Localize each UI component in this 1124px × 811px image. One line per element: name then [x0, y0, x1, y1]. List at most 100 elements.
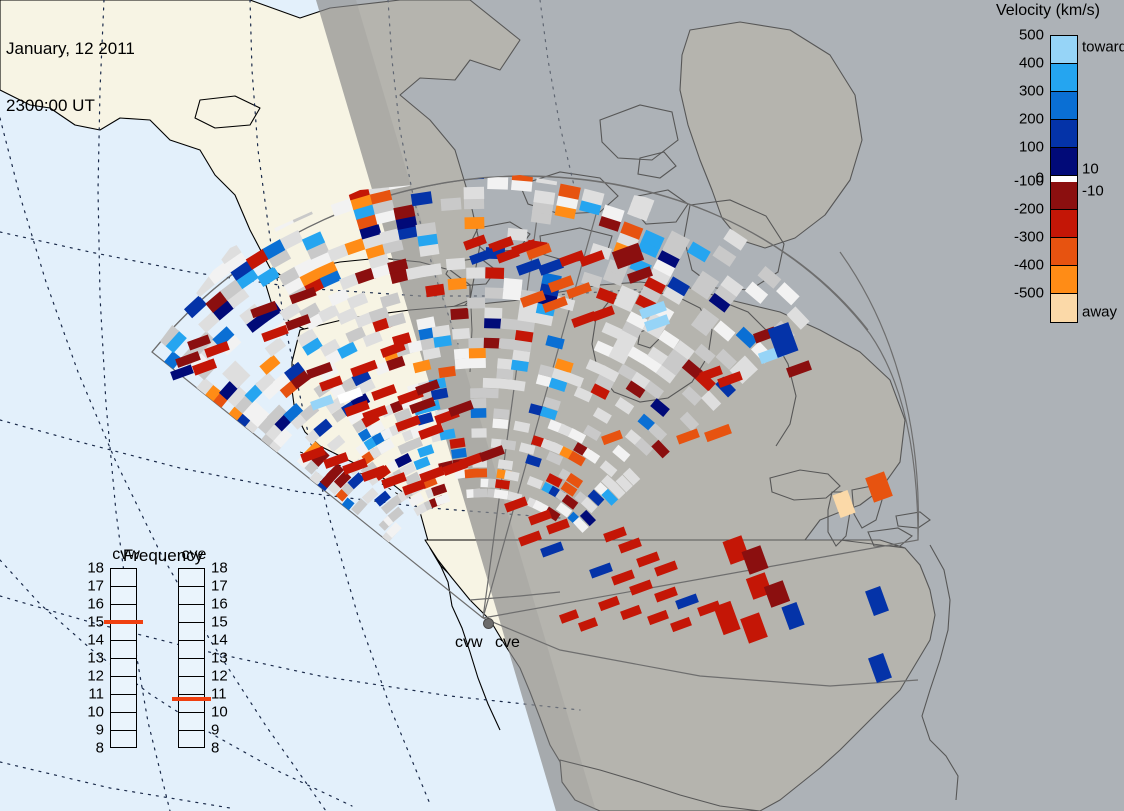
scatter-cell [425, 283, 445, 298]
scatter-cell [405, 437, 424, 452]
scatter-cell [673, 340, 695, 360]
scatter-cell [496, 368, 514, 380]
scatter-cell [410, 191, 433, 207]
scatter-cell [164, 330, 187, 354]
scatter-cell [648, 266, 672, 286]
scatter-cell [516, 319, 535, 333]
scatter-cell [602, 268, 625, 287]
scatter-cell [473, 488, 488, 498]
scatter-cell [191, 274, 216, 298]
scatter-cell [593, 340, 614, 358]
scatter-cell [394, 452, 412, 468]
scatter-cell [655, 364, 677, 384]
scatter-cell [598, 595, 620, 612]
scatter-cell [514, 329, 534, 343]
scatter-cell [285, 314, 311, 331]
scatter-cell [222, 360, 244, 382]
scatter-cell [409, 396, 436, 415]
scatter-cell [404, 471, 421, 487]
scatter-cell [345, 326, 366, 344]
scatter-cell [627, 266, 653, 284]
scatter-cell [380, 498, 398, 515]
scatter-cell [434, 493, 451, 506]
scatter-cell [621, 320, 643, 339]
scatter-cell [504, 496, 528, 513]
frequency-column-label-cvw: cvw [112, 546, 140, 563]
scatter-cell [507, 227, 528, 242]
scatter-cell [622, 467, 641, 486]
scatter-cell [245, 312, 268, 333]
scatter-cell [433, 334, 452, 348]
scatter-cell [336, 307, 358, 325]
scatter-cell [466, 267, 486, 279]
scatter-cell [583, 424, 602, 441]
gridline-lon-4 [0, 117, 327, 811]
scatter-cell [545, 473, 563, 488]
scatter-cell [310, 394, 334, 411]
scatter-cell [720, 275, 744, 297]
scatter-cell [533, 189, 556, 205]
scatter-cell [503, 278, 523, 291]
scatter-cell [431, 483, 448, 497]
scatter-cell [675, 593, 699, 610]
scatter-cell [385, 522, 402, 538]
scatter-cell [776, 282, 800, 306]
frequency-title: Frequency [122, 546, 204, 565]
colorbar-tick: 200 [1018, 110, 1044, 128]
scatter-cell [351, 369, 372, 387]
scatter-cell [611, 242, 645, 270]
scatter-cell [413, 456, 431, 471]
scatter-cell [319, 375, 343, 392]
frequency-tick-cvw: 8 [95, 739, 104, 757]
scatter-cell [330, 198, 355, 217]
scatter-cell [500, 439, 517, 451]
scatter-cell [379, 292, 401, 309]
colorbar-segment [1051, 36, 1077, 64]
scatter-cell [175, 351, 201, 368]
frequency-tick-cve: 15 [211, 613, 228, 631]
scatter-cell [380, 341, 406, 358]
scatter-cell [393, 408, 413, 423]
colorbar-tick: 0 [1035, 169, 1044, 187]
scatter-cell [502, 288, 522, 301]
scatter-cell [618, 537, 642, 554]
scatter-cell [183, 295, 208, 319]
scatter-cell [539, 406, 558, 421]
scatter-cell [242, 400, 263, 421]
scatter-cell [697, 600, 721, 617]
scatter-cell [601, 204, 625, 223]
colorbar-away-label: away [1082, 303, 1118, 321]
scatter-cell [565, 472, 584, 489]
scatter-cell [347, 472, 365, 490]
scatter-cell [613, 294, 636, 313]
scatter-cell [279, 230, 304, 251]
scatter-cell [482, 388, 499, 399]
scatter-cell [735, 326, 758, 349]
frequency-bar-segment [179, 587, 204, 605]
scatter-cell [696, 270, 720, 292]
scatter-cell [469, 357, 486, 369]
scatter-cell [459, 452, 484, 469]
scatter-cell [629, 579, 653, 596]
scatter-cell [259, 354, 281, 375]
scatter-cell [661, 239, 686, 260]
frequency-tick-cve: 16 [211, 595, 228, 613]
scatter-cell [865, 471, 893, 503]
scatter-cell [630, 193, 655, 213]
scatter-cell [393, 204, 416, 220]
scatter-cell [362, 405, 388, 422]
scatter-cell [542, 296, 568, 313]
scatter-cell [558, 183, 581, 200]
frequency-tick-cve: 11 [211, 685, 227, 703]
scatter-cell [559, 250, 585, 267]
scatter-cell [319, 269, 342, 288]
scatter-cell [229, 367, 251, 389]
colorbar-tick: -200 [1013, 200, 1044, 218]
scatter-cell [468, 347, 486, 359]
scatter-cell [617, 363, 638, 382]
scatter-cell [463, 234, 487, 251]
scatter-cell [298, 267, 322, 287]
scatter-cell [511, 239, 537, 256]
colorbar-gradient [1050, 35, 1078, 323]
frequency-bar-segment [179, 731, 204, 749]
